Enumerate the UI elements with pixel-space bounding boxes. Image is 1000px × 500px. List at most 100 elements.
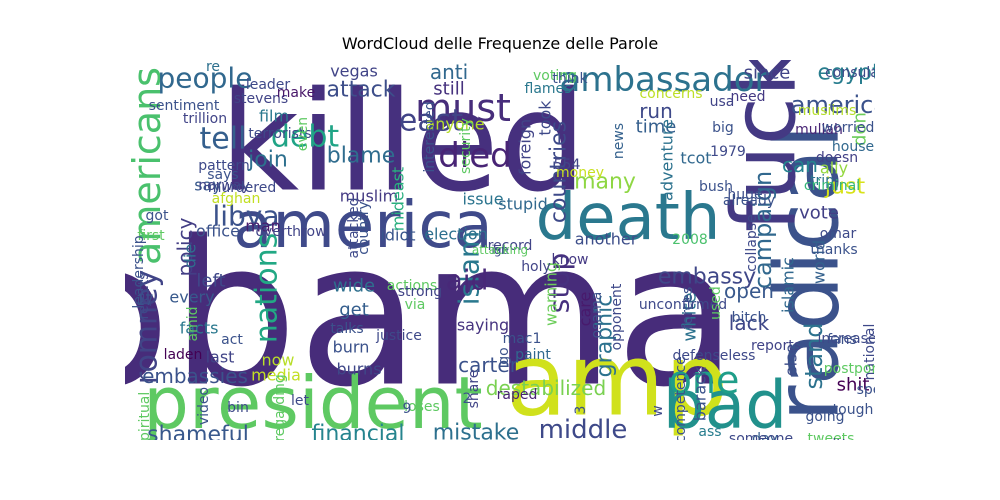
word-still: still xyxy=(433,79,464,100)
word-got: got xyxy=(146,208,169,224)
word-bad: bad xyxy=(663,367,787,441)
word-mac1: mac1 xyxy=(503,331,542,347)
word-middle: middle xyxy=(539,415,628,440)
word-blame: blame xyxy=(327,144,396,169)
word-flames: flames xyxy=(525,81,572,97)
word-go: go xyxy=(496,347,512,364)
word-strong: strong xyxy=(398,284,443,300)
word-let: let xyxy=(291,393,310,409)
word-world: world xyxy=(810,240,829,284)
word-shameful: shameful xyxy=(147,423,249,441)
word-libya: libya xyxy=(212,200,279,233)
word-actions: actions xyxy=(387,278,437,294)
word-time: time xyxy=(636,117,677,138)
word-office: office xyxy=(196,222,240,241)
word-national: national xyxy=(862,324,875,381)
word-join: join xyxy=(247,148,288,173)
word-countries: countries xyxy=(547,121,572,223)
word-death: death xyxy=(536,181,721,255)
word-stand: stand xyxy=(800,322,828,389)
word-attacking: attacking xyxy=(472,243,528,257)
word-election: election xyxy=(424,225,488,244)
word-care: care xyxy=(576,292,595,327)
word-don: don xyxy=(850,112,871,146)
word-killed: killed xyxy=(219,62,586,223)
word-facts: facts xyxy=(180,319,219,338)
word-overthrow: overthrow xyxy=(255,224,326,240)
word-vote: vote xyxy=(799,203,839,224)
word-must: must xyxy=(415,86,511,130)
word-american: american xyxy=(791,91,875,119)
word-open: open xyxy=(724,279,774,303)
word-get: get xyxy=(339,300,369,321)
word-warning: warning xyxy=(542,262,561,326)
word-consulate: consulate xyxy=(825,65,875,81)
word-embassies: embassies xyxy=(142,364,248,388)
word-carter: carter xyxy=(458,353,519,377)
word-many: many xyxy=(574,170,636,195)
word-mullah: mullah xyxy=(795,122,843,138)
word-norway: norway xyxy=(198,178,250,194)
word-vegas: vegas xyxy=(330,62,378,81)
word-re: re xyxy=(206,60,220,75)
word-thanks: thanks xyxy=(810,242,857,258)
word-huge: huge xyxy=(727,187,762,203)
word-destabilized: destabilized xyxy=(486,376,606,400)
word-east: east xyxy=(399,104,463,139)
word-issue: issue xyxy=(462,190,503,209)
word-people: people xyxy=(158,62,253,95)
word-just: just xyxy=(824,175,866,200)
word-forces: forces xyxy=(680,287,696,330)
word-islamic: islamic xyxy=(779,257,798,313)
word-stupid: stupid xyxy=(498,195,548,214)
word-unconfirmed: unconfirmed xyxy=(639,297,727,313)
word-murdered: murdered xyxy=(208,180,276,196)
word-regarding: regarding xyxy=(272,374,288,440)
word-ambassador: ambassador xyxy=(560,60,769,100)
word-today: today xyxy=(874,237,876,283)
word-amp: amp xyxy=(506,322,728,439)
word-9: 9 xyxy=(403,401,412,417)
word-last: last xyxy=(206,348,235,367)
word-foreign: foreign xyxy=(516,119,535,175)
word-say: say xyxy=(194,176,222,195)
word-bitch: bitch xyxy=(732,310,767,326)
word-interested: interested xyxy=(422,101,438,172)
word-run: run xyxy=(639,99,673,123)
word-radical: radical xyxy=(756,124,859,421)
word-media: media xyxy=(251,366,301,385)
word-tcot: tcot xyxy=(680,149,711,168)
word-can: can xyxy=(782,153,818,177)
word-took: took xyxy=(536,100,555,136)
word-1979: 1979 xyxy=(710,144,746,160)
word-house: house xyxy=(832,139,874,155)
word-idiot: idiot xyxy=(380,226,415,245)
word-w: w xyxy=(650,405,666,416)
word-fans: fans xyxy=(827,332,857,348)
word-isn: isn xyxy=(491,243,508,257)
word-policy: policy xyxy=(173,217,197,276)
word-tell: tell xyxy=(200,122,247,157)
word-every: every xyxy=(169,288,214,307)
word-sentiment: sentiment xyxy=(149,98,220,114)
word-doesn: doesn xyxy=(816,150,858,166)
word-mideast: mideast xyxy=(389,167,408,231)
word-president: president xyxy=(143,361,482,440)
word-osama: osama xyxy=(589,292,605,339)
word-says: says xyxy=(207,167,238,183)
word-aid: aid xyxy=(446,264,489,297)
word-stevens: stevens xyxy=(234,91,288,107)
word-debt: debt xyxy=(271,120,340,155)
word-islam: islam xyxy=(453,231,486,306)
word-muslim: muslim xyxy=(340,187,399,206)
word-tough: tough xyxy=(833,402,874,418)
word-leader: leader xyxy=(246,77,291,93)
word-another: another xyxy=(575,230,638,249)
word-17: 17 xyxy=(136,293,154,309)
word-embassy: embassy xyxy=(658,265,756,290)
word-cloud: obamakilled radical amp president america dea… xyxy=(125,60,875,440)
word-someone: someone xyxy=(729,431,793,440)
word-trip: trip xyxy=(810,173,834,189)
word-day: day xyxy=(752,431,778,440)
word-since: since xyxy=(744,63,791,84)
